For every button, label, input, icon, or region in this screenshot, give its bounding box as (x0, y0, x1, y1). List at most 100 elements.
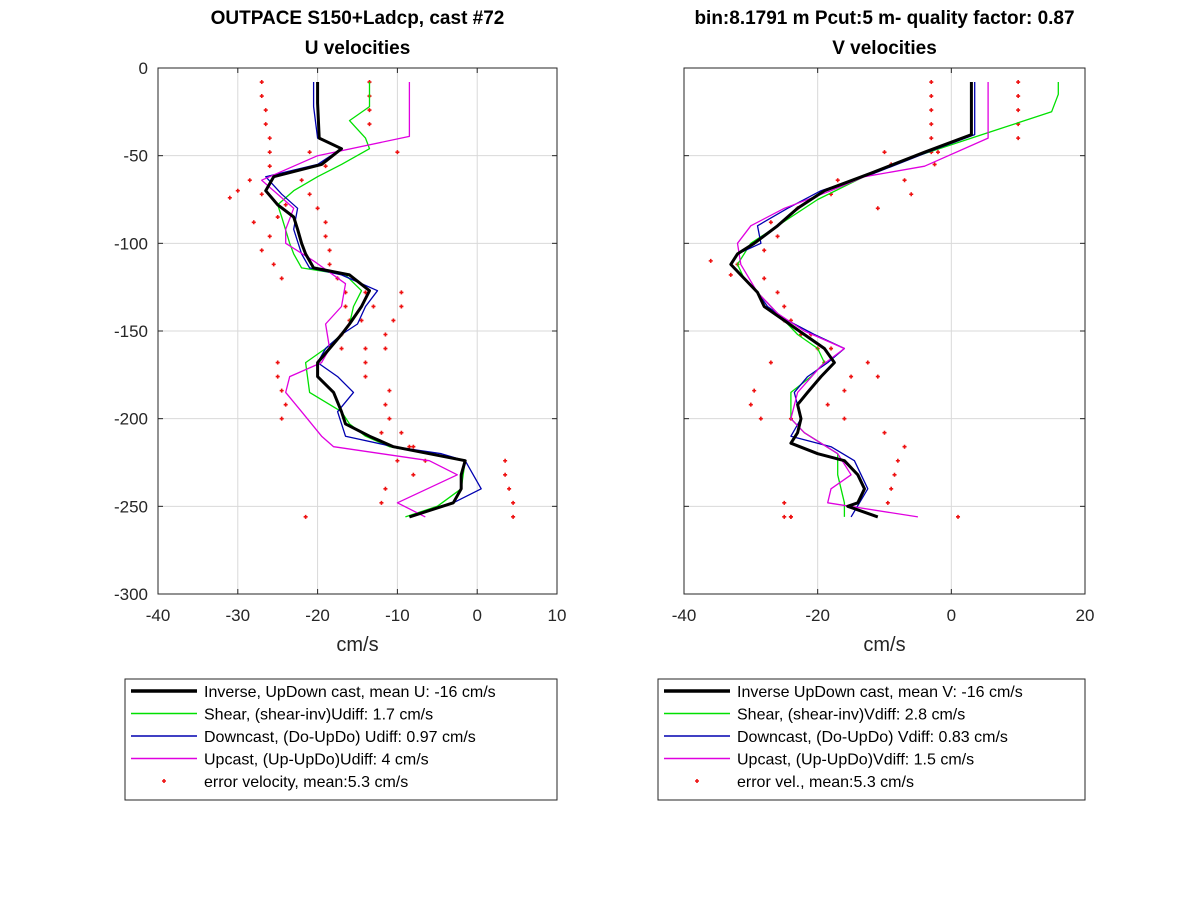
v-error-point (842, 416, 847, 421)
u-error-point (363, 346, 368, 351)
u-error-point (279, 276, 284, 281)
u-error-point (275, 374, 280, 379)
u-error-point (383, 486, 388, 491)
u-error-point (307, 192, 312, 197)
u-error-point (371, 304, 376, 309)
v-error-point (752, 388, 757, 393)
v-error-point (875, 374, 880, 379)
u-error-point (379, 500, 384, 505)
v-error-point (1016, 136, 1021, 141)
v-x-axis-label: cm/s (863, 634, 905, 656)
u-error-point (271, 262, 276, 267)
u-error-point (235, 188, 240, 193)
v-error-point (935, 150, 940, 155)
v-error-point (849, 374, 854, 379)
v-error-point (932, 162, 937, 167)
u-error-point (511, 514, 516, 519)
u-error-point (399, 290, 404, 295)
v-x-tick-label: 0 (947, 606, 956, 625)
u-error-point (323, 234, 328, 239)
u-error-point (407, 444, 412, 449)
v-error-point (865, 360, 870, 365)
v-error-point (929, 122, 934, 127)
v-error-point (775, 234, 780, 239)
u-error-point (283, 402, 288, 407)
u-error-point (275, 360, 280, 365)
u-error-point (511, 500, 516, 505)
v-error-point (909, 192, 914, 197)
u-x-tick-label: 10 (548, 606, 567, 625)
u-title-line-1: OUTPACE S150+Ladcp, cast #72 (211, 8, 505, 29)
u-error-point (399, 430, 404, 435)
u-y-tick-label: -100 (114, 234, 148, 253)
u-legend: Inverse, UpDown cast, mean U: -16 cm/s Sh… (124, 678, 558, 801)
u-error-point (507, 486, 512, 491)
u-legend-box (124, 678, 558, 801)
u-error-point (503, 458, 508, 463)
u-legend-label: Downcast, (Do-UpDo) Udiff: 0.97 cm/s (204, 729, 476, 746)
u-series-line-0 (264, 82, 467, 519)
u-legend-label: Upcast, (Up-UpDo)Udiff: 4 cm/s (204, 752, 429, 769)
u-error-point (303, 514, 308, 519)
u-error-point (323, 220, 328, 225)
v-error-point (829, 346, 834, 351)
u-x-axis-label: cm/s (336, 634, 378, 656)
v-error-point (1016, 94, 1021, 99)
v-error-point (882, 430, 887, 435)
u-error-point (267, 150, 272, 155)
u-error-point (367, 108, 372, 113)
u-title-line-2: U velocities (305, 38, 411, 59)
v-error-point (708, 258, 713, 263)
u-error-point (383, 402, 388, 407)
v-error-point (728, 272, 733, 277)
v-legend-label: Upcast, (Up-UpDo)Vdiff: 1.5 cm/s (737, 752, 974, 769)
u-y-tick-label: -250 (114, 497, 148, 516)
u-y-tick-label: -300 (114, 585, 148, 604)
u-error-point (267, 136, 272, 141)
u-error-point (327, 262, 332, 267)
u-error-point (411, 444, 416, 449)
v-error-point (782, 500, 787, 505)
v-x-tick-label: -40 (672, 606, 697, 625)
v-series-line-0 (729, 82, 973, 519)
u-x-tick-label: -30 (226, 606, 251, 625)
u-error-point (259, 80, 264, 85)
v-error-point (835, 178, 840, 183)
v-title-line-1: bin:8.1791 m Pcut:5 m- quality factor: 0… (694, 8, 1074, 29)
u-error-points (227, 80, 516, 519)
u-error-point (227, 195, 232, 200)
v-error-point (902, 444, 907, 449)
u-error-point (363, 360, 368, 365)
u-x-tick-label: -40 (146, 606, 171, 625)
v-error-point (929, 80, 934, 85)
v-error-point (782, 304, 787, 309)
u-error-point (315, 206, 320, 211)
v-error-point (882, 150, 887, 155)
v-error-point (875, 206, 880, 211)
v-error-point (929, 94, 934, 99)
u-error-point (259, 192, 264, 197)
v-error-point (1016, 108, 1021, 113)
u-error-point (279, 416, 284, 421)
u-error-point (379, 430, 384, 435)
v-legend: Inverse UpDown cast, mean V: -16 cm/s She… (657, 678, 1086, 801)
v-error-point (762, 276, 767, 281)
u-y-tick-label: 0 (139, 59, 148, 78)
u-error-point (259, 94, 264, 99)
u-error-point (307, 150, 312, 155)
v-error-point (956, 514, 961, 519)
u-error-point (263, 122, 268, 127)
u-error-point (323, 164, 328, 169)
u-error-point (283, 202, 288, 207)
u-error-point (267, 164, 272, 169)
u-x-tick-label: -20 (305, 606, 330, 625)
u-error-point (383, 332, 388, 337)
v-error-point (768, 360, 773, 365)
u-error-point (411, 472, 416, 477)
u-error-point (327, 248, 332, 253)
v-legend-label: Shear, (shear-inv)Vdiff: 2.8 cm/s (737, 707, 965, 724)
v-error-point (775, 290, 780, 295)
u-error-point (343, 304, 348, 309)
v-legend-label: Inverse UpDown cast, mean V: -16 cm/s (737, 684, 1023, 701)
